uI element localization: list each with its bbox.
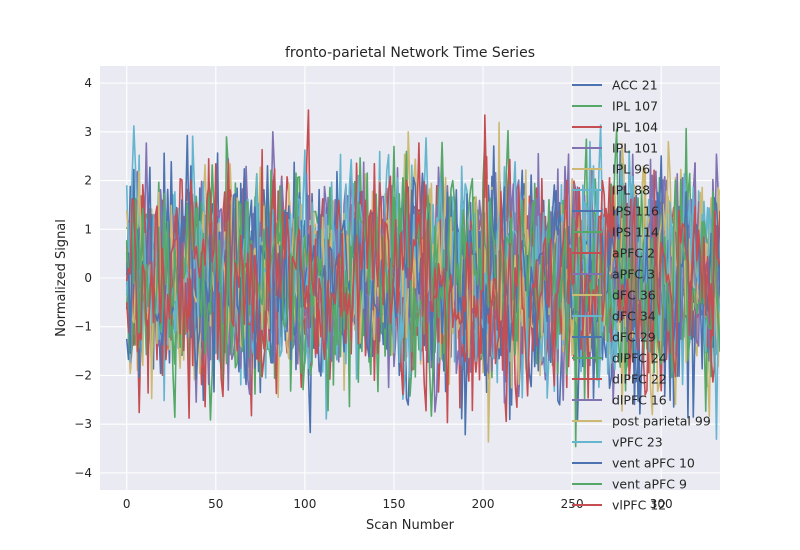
x-tick-label: 0	[123, 497, 131, 511]
series-line-19	[125, 145, 720, 448]
legend-entry: dFC 34	[612, 309, 656, 324]
y-tick-label: 3	[84, 125, 92, 139]
legend-entry: IPL 101	[612, 141, 658, 156]
legend-entry: IPL 104	[612, 120, 658, 135]
series-line-20	[125, 114, 720, 424]
x-tick-label: 200	[472, 497, 495, 511]
legend-entry: IPL 107	[612, 99, 658, 114]
x-axis-label: Scan Number	[366, 518, 455, 533]
chart-title: fronto-parietal Network Time Series	[285, 45, 535, 61]
y-axis-label: Normalized Signal	[54, 219, 69, 337]
legend-entry: vPFC 23	[612, 435, 663, 450]
legend-entry: dlPFC 16	[612, 393, 667, 408]
y-tick-label: 4	[84, 76, 92, 90]
legend-entry: dlPFC 22	[612, 372, 667, 387]
legend-entry: vent aPFC 9	[612, 477, 687, 492]
y-tick-label: −4	[74, 466, 92, 480]
x-tick-label: 50	[208, 497, 223, 511]
legend-entry: IPS 116	[612, 204, 659, 219]
legend-entry: dFC 29	[612, 330, 656, 345]
legend-entry: IPS 114	[612, 225, 659, 240]
legend-entry: IPL 88	[612, 183, 650, 198]
y-tick-label: 1	[84, 222, 92, 236]
x-tick-label: 150	[383, 497, 406, 511]
y-tick-label: −3	[74, 417, 92, 431]
legend-entry: IPL 96	[612, 162, 650, 177]
y-tick-labels: −4 −3 −2 −1 0 1 2 3 4	[74, 76, 92, 480]
y-tick-label: −2	[74, 368, 92, 382]
legend-entry: post parietal 99	[612, 414, 711, 429]
legend-entry: aPFC 3	[612, 267, 655, 282]
y-tick-label: 0	[84, 271, 92, 285]
legend: ACC 21 IPL 107 IPL 104 IPL 101 IPL 96 IPL 88 I…	[572, 78, 711, 513]
legend-entry: vent aPFC 10	[612, 456, 695, 471]
legend-entry: aPFC 2	[612, 246, 655, 261]
legend-entry: dlPFC 24	[612, 351, 667, 366]
x-tick-label: 100	[293, 497, 316, 511]
legend-entry: dFC 36	[612, 288, 656, 303]
x-tick-label: 300	[650, 497, 673, 511]
series-lines	[125, 109, 720, 448]
y-tick-label: −1	[74, 320, 92, 334]
legend-entry: vlPFC 12	[612, 498, 666, 513]
legend-entry: ACC 21	[612, 78, 658, 93]
y-tick-label: 2	[84, 174, 92, 188]
